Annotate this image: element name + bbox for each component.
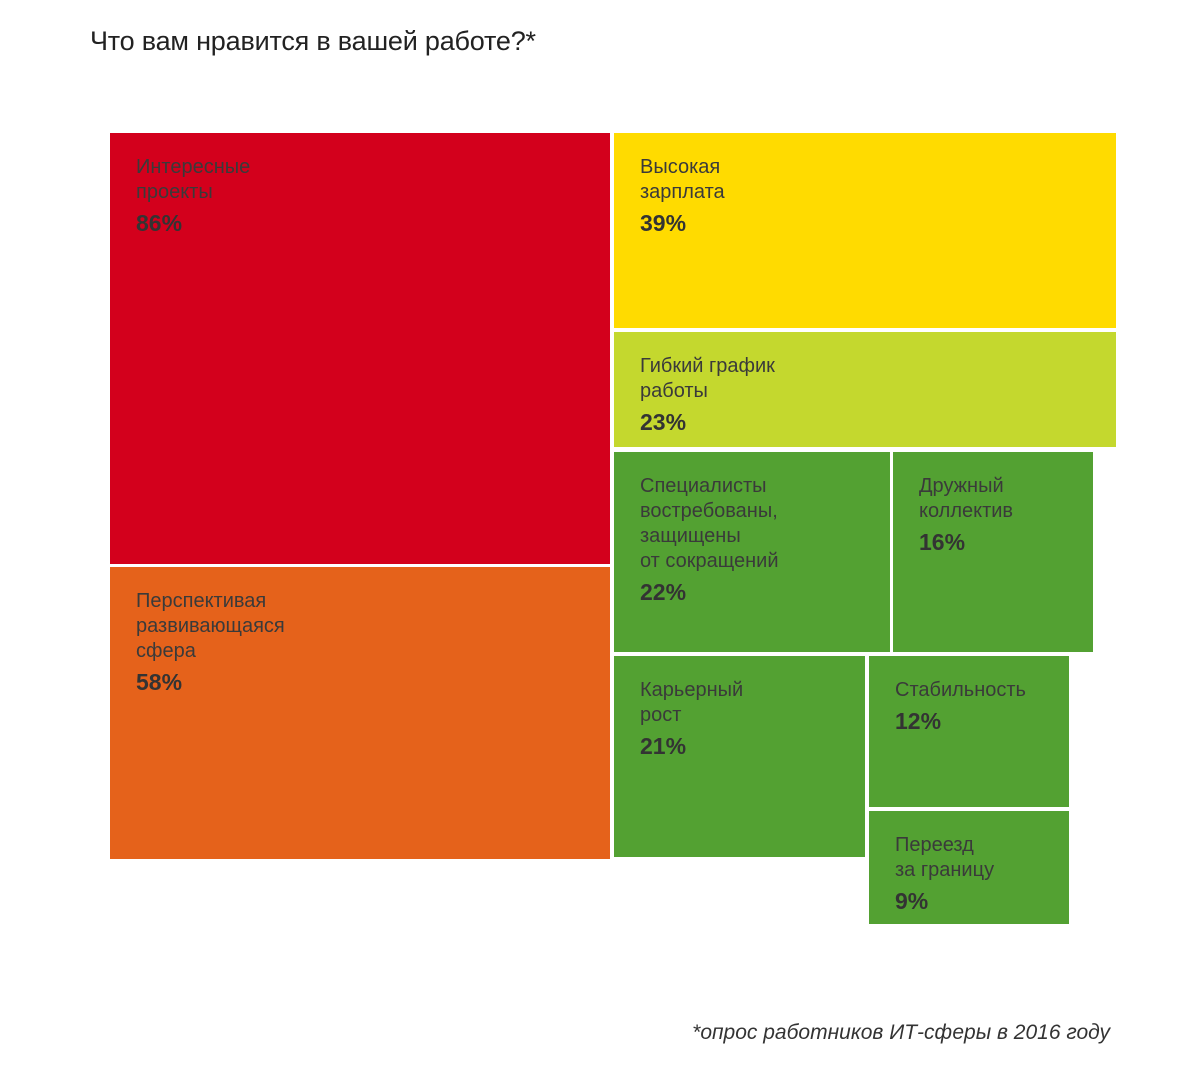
tile-category: Специалисты востребованы, защищены от со… (640, 475, 779, 572)
treemap-tile: Интересные проекты 86% (110, 133, 610, 564)
treemap-tile: Гибкий график работы 23% (614, 332, 1116, 447)
tile-value: 12% (895, 708, 942, 734)
footnote: *опрос работников ИТ-сферы в 2016 году (692, 1021, 1110, 1044)
treemap-tile: Перспективая развивающаяся сфера 58% (110, 567, 610, 859)
tile-value: 16% (919, 529, 966, 555)
tile-value: 22% (640, 579, 687, 605)
tile-label: Карьерный рост 21% (640, 678, 743, 759)
tile-category: Гибкий график работы (640, 355, 775, 402)
tile-category: Высокая зарплата (640, 156, 725, 203)
tile-label: Переезд за границу 9% (895, 833, 994, 914)
chart-title: Что вам нравится в вашей работе?* (90, 26, 536, 56)
tile-value: 86% (136, 210, 183, 236)
tile-category: Интересные проекты (136, 156, 251, 203)
tile-value: 23% (640, 409, 687, 435)
treemap-tile: Переезд за границу 9% (869, 811, 1069, 924)
tile-category: Карьерный рост (640, 679, 744, 726)
treemap-tile: Карьерный рост 21% (614, 656, 865, 857)
tile-label: Гибкий график работы 23% (640, 354, 775, 435)
tile-value: 9% (895, 888, 929, 914)
tile-value: 39% (640, 210, 687, 236)
tile-label: Специалисты востребованы, защищены от со… (640, 474, 779, 605)
treemap-tile: Специалисты востребованы, защищены от со… (614, 452, 890, 652)
tile-value: 58% (136, 669, 183, 695)
tile-label: Высокая зарплата 39% (640, 155, 725, 236)
treemap-tile: Дружный коллектив 16% (893, 452, 1093, 652)
tile-label: Перспективая развивающаяся сфера 58% (136, 589, 285, 695)
tile-category: Переезд за границу (895, 834, 995, 881)
tile-category: Перспективая развивающаяся сфера (136, 590, 285, 662)
tile-label: Стабильность 12% (895, 678, 1026, 734)
treemap-tile: Стабильность 12% (869, 656, 1069, 807)
tile-label: Дружный коллектив 16% (919, 474, 1013, 555)
tile-category: Стабильность (895, 679, 1026, 701)
tile-label: Интересные проекты 86% (136, 155, 250, 236)
treemap-tile: Высокая зарплата 39% (614, 133, 1116, 328)
tile-value: 21% (640, 733, 687, 759)
tile-category: Дружный коллектив (919, 475, 1014, 522)
